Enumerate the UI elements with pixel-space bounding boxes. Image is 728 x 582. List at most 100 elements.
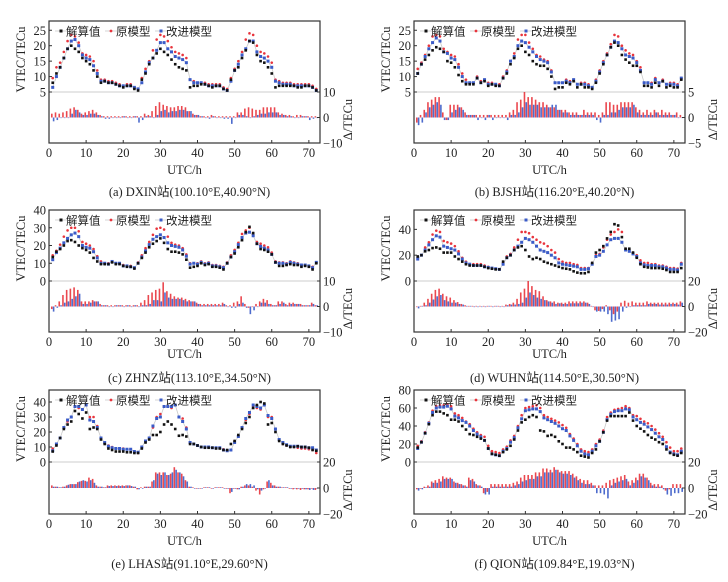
data-point [251,33,255,37]
data-point [162,41,166,45]
delta-bar [488,305,490,307]
delta-bar [140,302,142,307]
delta-bar [428,107,431,118]
x-axis-label: UTC/h [532,163,567,177]
data-point [542,249,546,253]
delta-bar [471,114,474,118]
data-point [442,244,446,248]
data-point [501,450,505,454]
delta-bar [586,302,589,307]
data-point [609,45,613,49]
delta-bar [430,481,433,488]
delta-bar [540,298,542,307]
delta-bar [84,480,87,488]
data-point [170,423,173,426]
delta-bar [594,306,596,311]
series-improved [416,36,683,89]
delta-bar [479,305,481,307]
data-point [550,75,553,78]
delta-bar [466,114,468,118]
delta-bar [579,301,581,307]
panel-b: 0 10 20 30 40 50 60 70510152025−505VTEC/TECuΔ/T… [379,20,720,199]
delta-bar [52,117,55,122]
data-point [103,262,106,266]
data-point [77,405,81,408]
delta-bar [140,487,142,488]
y2-axis-label: Δ/TECu [341,287,355,329]
data-point [140,78,144,81]
delta-bar [281,113,283,118]
delta-bar [577,303,580,307]
data-point [62,427,66,431]
delta-bar [279,303,281,307]
data-point [679,451,683,455]
series-solved [51,400,318,455]
data-point [516,38,520,41]
delta-bar [97,114,99,118]
data-point [416,67,420,71]
y2-tick-label: 0 [323,482,329,496]
data-point [524,248,527,252]
delta-bar [208,305,211,307]
delta-bar [560,109,563,118]
data-point [263,52,266,55]
data-point [546,67,549,71]
y-tick-label: 20 [399,438,412,452]
data-point [449,242,453,245]
delta-bar [73,107,75,118]
delta-bar [78,112,81,118]
data-point [531,257,535,261]
delta-bars-improved [52,469,318,492]
delta-bar [579,114,581,118]
data-point [568,264,572,268]
delta-bar [635,302,637,307]
delta-bar [305,488,307,490]
delta-bar [115,117,118,119]
delta-bar [571,112,574,118]
data-point [51,81,55,85]
delta-bar [310,488,313,489]
data-point [557,265,561,269]
delta-bar [219,487,222,488]
delta-bar [532,295,535,307]
data-point [233,250,237,254]
data-point [81,417,84,420]
delta-bar [495,486,498,488]
delta-bar [527,281,529,307]
data-point [642,422,646,426]
panel-f: 0 10 20 30 40 50 60 70020406080−20020VTEC/TECuΔ… [379,384,720,572]
delta-bar [167,475,170,488]
data-point [553,421,557,425]
delta-bar [296,488,298,490]
delta-bar [642,473,645,488]
data-point [207,446,210,450]
plot-frame [413,389,686,515]
delta-bar [532,478,535,488]
data-point [646,433,650,437]
data-point [538,406,542,410]
legend-marker [59,29,63,33]
data-point [88,418,92,422]
delta-bar [544,300,546,307]
delta-bar [503,486,505,488]
data-point [185,56,188,60]
panel-caption: (f) QION站(109.84°E,19.03°N) [475,557,635,571]
panel-d: 0 10 20 30 40 50 60 7002040−20020VTEC/TECuΔ/TEC… [379,209,720,385]
delta-bars-original [51,467,317,495]
data-point [248,39,251,43]
data-point [431,238,435,242]
y2-tick-label: −5 [688,137,701,151]
data-point [538,240,542,244]
delta-bar [314,305,317,307]
delta-bar [284,114,287,118]
delta-bar [592,306,594,308]
data-point [494,268,497,271]
delta-bar [188,300,190,307]
delta-bar [214,487,216,488]
legend-marker [524,29,528,33]
data-point [564,446,568,449]
data-point [512,436,516,440]
delta-bar [453,481,455,488]
data-point [188,442,192,446]
data-point [51,450,55,453]
